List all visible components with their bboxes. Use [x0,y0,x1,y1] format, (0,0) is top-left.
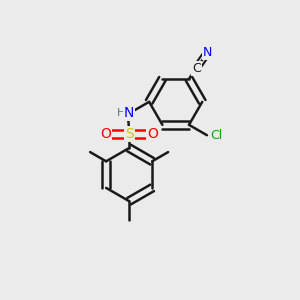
Text: N: N [203,46,212,59]
Text: S: S [125,127,134,141]
Text: Cl: Cl [210,129,222,142]
Text: N: N [124,106,134,120]
Text: C: C [192,62,201,75]
Text: H: H [117,108,125,118]
Text: O: O [148,127,158,141]
Text: O: O [100,127,111,141]
